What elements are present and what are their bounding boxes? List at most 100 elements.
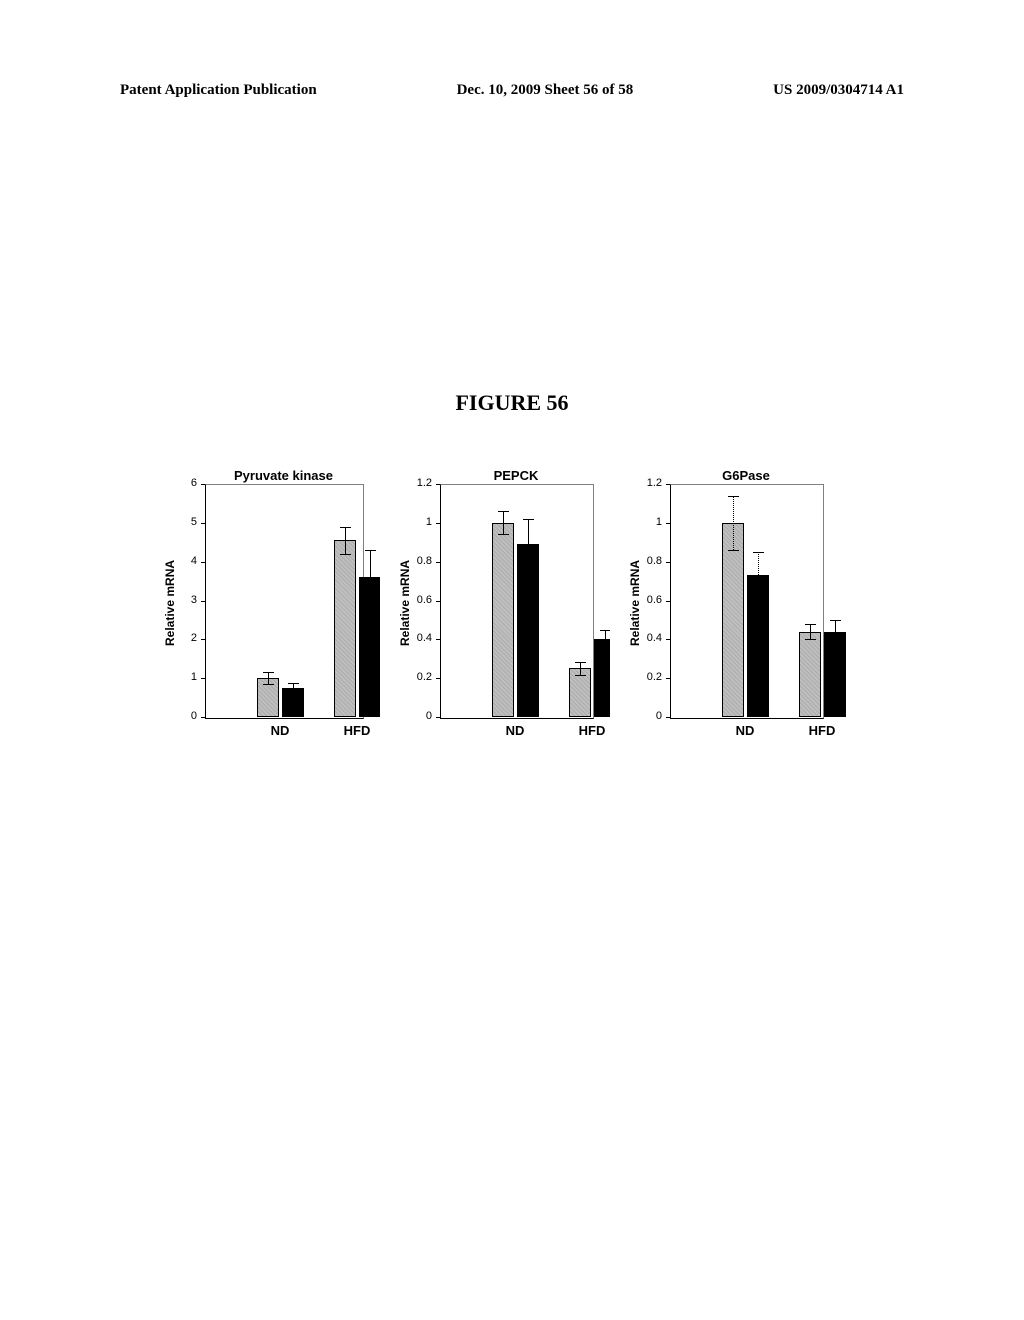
error-cap	[263, 672, 274, 673]
y-tick-label: 1	[380, 516, 432, 528]
x-tick-label: HFD	[332, 723, 382, 738]
y-tick-label: 0	[380, 710, 432, 722]
error-bar	[503, 511, 504, 534]
x-tick-label: ND	[255, 723, 305, 738]
chart-title: Pyruvate kinase	[205, 468, 362, 483]
bar	[334, 540, 356, 717]
y-tick-label: 0.6	[380, 594, 432, 606]
error-cap	[365, 604, 376, 605]
error-bar	[528, 519, 529, 569]
y-tick	[436, 601, 440, 602]
y-tick	[201, 523, 205, 524]
x-tick-label: ND	[490, 723, 540, 738]
error-cap	[830, 620, 841, 621]
error-bar	[835, 620, 836, 643]
y-tick	[436, 562, 440, 563]
y-tick-label: 0	[150, 710, 197, 722]
y-tick	[666, 717, 670, 718]
y-tick	[201, 639, 205, 640]
y-tick	[666, 523, 670, 524]
figure-label: FIGURE 56	[0, 390, 1024, 416]
error-cap	[805, 624, 816, 625]
header-mid: Dec. 10, 2009 Sheet 56 of 58	[457, 82, 634, 99]
x-tick-label: HFD	[797, 723, 847, 738]
error-cap	[753, 599, 764, 600]
y-tick-label: 0.4	[380, 632, 432, 644]
header-right: US 2009/0304714 A1	[773, 82, 904, 99]
chart: Pyruvate kinaseRelative mRNA0123456NDHFD	[150, 462, 365, 742]
y-tick-label: 0.2	[380, 671, 432, 683]
y-tick	[201, 484, 205, 485]
y-tick	[666, 639, 670, 640]
y-tick-label: 1	[150, 671, 197, 683]
y-tick-label: 0.4	[610, 632, 662, 644]
error-cap	[805, 639, 816, 640]
error-cap	[340, 527, 351, 528]
y-tick	[666, 484, 670, 485]
chart: G6PaseRelative mRNA00.20.40.60.811.2NDHF…	[610, 462, 825, 742]
error-cap	[575, 675, 586, 676]
error-bar	[810, 624, 811, 640]
error-bar	[293, 683, 294, 692]
error-bar	[758, 552, 759, 599]
error-cap	[728, 496, 739, 497]
y-tick-label: 1.2	[380, 477, 432, 489]
error-bar	[733, 496, 734, 550]
error-cap	[288, 693, 299, 694]
error-cap	[575, 662, 586, 663]
y-tick	[436, 523, 440, 524]
header-left: Patent Application Publication	[120, 82, 317, 99]
patent-header: Patent Application Publication Dec. 10, …	[120, 82, 904, 99]
error-bar	[605, 630, 606, 649]
error-cap	[523, 569, 534, 570]
y-tick	[201, 717, 205, 718]
error-cap	[365, 550, 376, 551]
error-cap	[340, 554, 351, 555]
error-cap	[263, 684, 274, 685]
y-tick-label: 0.8	[610, 555, 662, 567]
y-tick	[436, 717, 440, 718]
bar	[722, 523, 744, 717]
error-bar	[580, 662, 581, 676]
bar	[799, 632, 821, 717]
y-tick-label: 1	[610, 516, 662, 528]
y-tick-label: 2	[150, 632, 197, 644]
y-tick-label: 3	[150, 594, 197, 606]
y-tick	[666, 678, 670, 679]
y-tick-label: 4	[150, 555, 197, 567]
error-cap	[498, 534, 509, 535]
y-tick	[201, 678, 205, 679]
y-tick	[201, 562, 205, 563]
y-tick-label: 0	[610, 710, 662, 722]
y-tick	[436, 678, 440, 679]
error-cap	[288, 683, 299, 684]
error-bar	[268, 672, 269, 684]
error-cap	[728, 550, 739, 551]
chart-title: G6Pase	[670, 468, 822, 483]
y-tick-label: 0.6	[610, 594, 662, 606]
y-tick	[436, 484, 440, 485]
bar	[824, 632, 846, 717]
y-tick-label: 0.2	[610, 671, 662, 683]
charts-container: Pyruvate kinaseRelative mRNA0123456NDHFD…	[150, 462, 825, 742]
y-tick	[201, 601, 205, 602]
y-tick-label: 1.2	[610, 477, 662, 489]
y-tick	[666, 562, 670, 563]
chart-title: PEPCK	[440, 468, 592, 483]
error-cap	[600, 649, 611, 650]
error-cap	[498, 511, 509, 512]
y-tick-label: 0.8	[380, 555, 432, 567]
y-tick-label: 6	[150, 477, 197, 489]
error-cap	[753, 552, 764, 553]
x-tick-label: ND	[720, 723, 770, 738]
error-cap	[600, 630, 611, 631]
bar	[492, 523, 514, 717]
chart: PEPCKRelative mRNA00.20.40.60.811.2NDHFD	[380, 462, 595, 742]
error-bar	[345, 527, 346, 554]
y-tick	[436, 639, 440, 640]
error-cap	[523, 519, 534, 520]
error-bar	[370, 550, 371, 604]
y-tick-label: 5	[150, 516, 197, 528]
error-cap	[830, 643, 841, 644]
y-tick	[666, 601, 670, 602]
